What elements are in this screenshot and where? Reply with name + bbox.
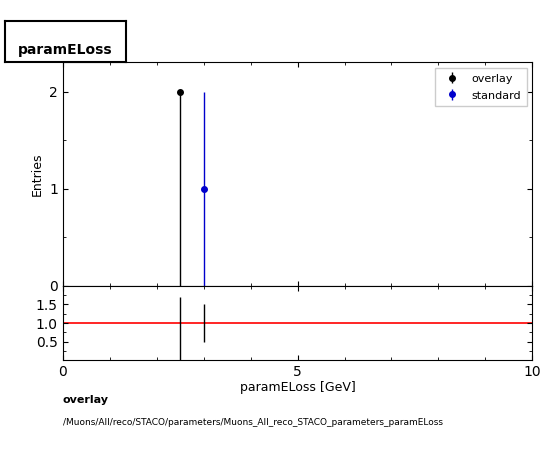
- X-axis label: paramELoss [GeV]: paramELoss [GeV]: [240, 381, 355, 394]
- Text: paramELoss: paramELoss: [17, 43, 112, 57]
- Text: /Muons/All/reco/STACO/parameters/Muons_All_reco_STACO_parameters_paramELoss: /Muons/All/reco/STACO/parameters/Muons_A…: [63, 418, 443, 427]
- Legend: overlay, standard: overlay, standard: [435, 68, 527, 106]
- Y-axis label: Entries: Entries: [31, 152, 44, 196]
- Text: overlay: overlay: [63, 395, 109, 405]
